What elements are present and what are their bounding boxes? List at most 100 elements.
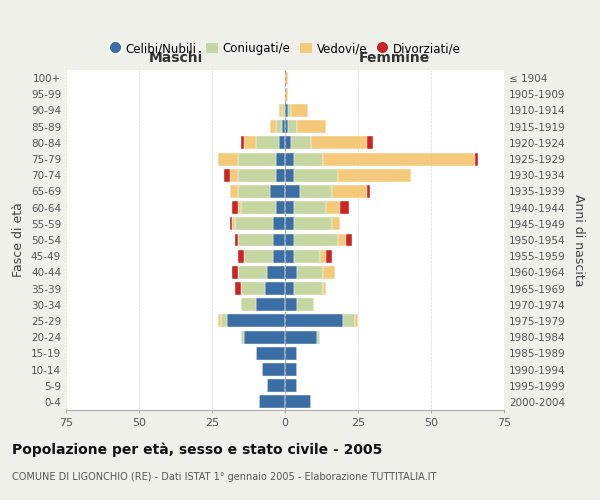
Bar	[268, 379, 285, 392]
Bar	[291, 104, 308, 117]
Bar	[232, 218, 235, 230]
Bar	[279, 136, 285, 149]
Bar	[294, 152, 323, 166]
Bar	[285, 363, 296, 376]
Bar	[346, 234, 352, 246]
Bar	[294, 282, 323, 295]
Bar	[296, 266, 323, 279]
Bar	[274, 218, 285, 230]
Bar	[326, 250, 332, 262]
Bar	[285, 330, 317, 344]
Bar	[241, 298, 256, 311]
Bar	[238, 185, 271, 198]
Text: COMUNE DI LIGONCHIO (RE) - Dati ISTAT 1° gennaio 2005 - Elaborazione TUTTITALIA.: COMUNE DI LIGONCHIO (RE) - Dati ISTAT 1°…	[12, 472, 436, 482]
Bar	[326, 201, 340, 214]
Bar	[265, 282, 285, 295]
Bar	[285, 266, 296, 279]
Legend: Celibi/Nubili, Coniugati/e, Vedovi/e, Divorziati/e: Celibi/Nubili, Coniugati/e, Vedovi/e, Di…	[106, 38, 464, 58]
Bar	[285, 379, 296, 392]
Bar	[285, 136, 291, 149]
Text: Maschi: Maschi	[148, 51, 203, 65]
Bar	[256, 298, 285, 311]
Bar	[256, 136, 279, 149]
Bar	[218, 152, 238, 166]
Text: Popolazione per età, sesso e stato civile - 2005: Popolazione per età, sesso e stato civil…	[12, 442, 382, 457]
Bar	[285, 298, 296, 311]
Bar	[221, 314, 227, 328]
Bar	[294, 234, 338, 246]
Bar	[276, 152, 285, 166]
Bar	[271, 120, 276, 133]
Bar	[285, 282, 294, 295]
Bar	[279, 104, 282, 117]
Bar	[235, 282, 241, 295]
Bar	[224, 169, 230, 181]
Bar	[276, 120, 282, 133]
Bar	[238, 152, 276, 166]
Bar	[285, 152, 294, 166]
Bar	[241, 282, 265, 295]
Bar	[271, 185, 285, 198]
Bar	[285, 347, 296, 360]
Bar	[235, 218, 274, 230]
Bar	[235, 234, 238, 246]
Bar	[262, 363, 285, 376]
Bar	[274, 234, 285, 246]
Bar	[340, 201, 349, 214]
Bar	[323, 266, 335, 279]
Bar	[355, 314, 358, 328]
Bar	[238, 201, 241, 214]
Bar	[285, 234, 294, 246]
Bar	[294, 201, 326, 214]
Bar	[475, 152, 478, 166]
Bar	[227, 314, 285, 328]
Bar	[317, 330, 320, 344]
Bar	[244, 330, 285, 344]
Bar	[320, 250, 326, 262]
Y-axis label: Fasce di età: Fasce di età	[13, 202, 25, 278]
Bar	[282, 120, 285, 133]
Bar	[230, 185, 238, 198]
Bar	[241, 330, 244, 344]
Bar	[238, 266, 268, 279]
Bar	[285, 250, 294, 262]
Bar	[294, 218, 332, 230]
Bar	[323, 152, 475, 166]
Bar	[291, 136, 311, 149]
Bar	[285, 104, 288, 117]
Bar	[285, 314, 343, 328]
Bar	[332, 218, 340, 230]
Bar	[296, 298, 314, 311]
Bar	[343, 314, 355, 328]
Y-axis label: Anni di nascita: Anni di nascita	[572, 194, 585, 286]
Bar	[238, 169, 276, 181]
Bar	[241, 201, 276, 214]
Bar	[232, 266, 238, 279]
Bar	[367, 136, 373, 149]
Bar	[288, 104, 291, 117]
Bar	[285, 88, 288, 101]
Bar	[256, 347, 285, 360]
Bar	[232, 201, 238, 214]
Bar	[276, 201, 285, 214]
Bar	[296, 120, 326, 133]
Bar	[285, 396, 311, 408]
Bar	[230, 218, 232, 230]
Bar	[230, 169, 238, 181]
Bar	[285, 169, 294, 181]
Bar	[332, 185, 367, 198]
Bar	[323, 282, 326, 295]
Bar	[244, 136, 256, 149]
Bar	[285, 218, 294, 230]
Bar	[238, 234, 274, 246]
Bar	[285, 185, 299, 198]
Bar	[282, 104, 285, 117]
Bar	[311, 136, 367, 149]
Bar	[294, 250, 320, 262]
Bar	[285, 72, 288, 85]
Bar	[218, 314, 221, 328]
Bar	[276, 169, 285, 181]
Bar	[259, 396, 285, 408]
Bar	[244, 250, 274, 262]
Bar	[367, 185, 370, 198]
